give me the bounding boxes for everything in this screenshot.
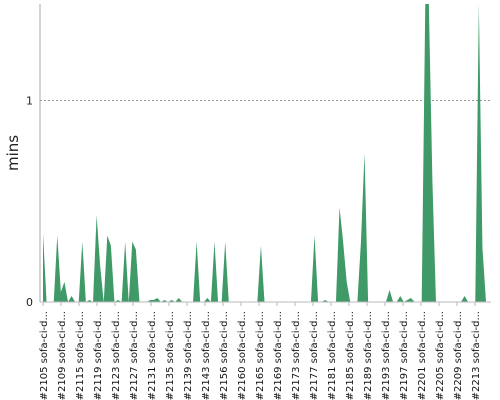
- x-tick-label-16: #2181 sofa-ci-d...: [327, 311, 338, 400]
- x-tick-label-9: #2143 sofa-ci-d...: [201, 311, 212, 400]
- x-tick-label-20: #2197 sofa-ci-d...: [399, 311, 410, 400]
- y-tick-labels: 01: [26, 95, 33, 309]
- series-area: [43, 4, 486, 302]
- x-tick-label-18: #2189 sofa-ci-d...: [363, 311, 374, 400]
- x-tick-label-5: #2127 sofa-ci-d...: [129, 311, 140, 400]
- x-tick-labels: #2105 sofa-ci-d... #2109 sofa-ci-d... #211…: [39, 302, 482, 400]
- x-tick-label-19: #2193 sofa-ci-d...: [381, 311, 392, 400]
- x-tick-label-2: #2115 sofa-ci-d...: [75, 311, 86, 400]
- x-tick-label-10: #2156 sofa-ci-d...: [219, 311, 230, 400]
- x-tick-label-0: #2105 sofa-ci-d...: [39, 311, 50, 400]
- x-tick-label-21: #2201 sofa-ci-d...: [417, 311, 428, 400]
- x-tick-label-6: #2131 sofa-ci-d...: [147, 311, 158, 400]
- x-tick-label-14: #2173 sofa-ci-d...: [291, 311, 302, 400]
- x-tick-label-8: #2139 sofa-ci-d...: [183, 311, 194, 400]
- x-tick-label-3: #2119 sofa-ci-d...: [93, 311, 104, 400]
- x-tick-label-23: #2209 sofa-ci-d...: [453, 311, 464, 400]
- x-tick-label-24: #2213 sofa-ci-d...: [471, 311, 482, 400]
- y-axis-label: mins: [4, 135, 22, 171]
- x-tick-label-1: #2109 sofa-ci-d...: [57, 311, 68, 400]
- x-tick-label-22: #2205 sofa-ci-d...: [435, 311, 446, 400]
- x-tick-label-15: #2177 sofa-ci-d...: [309, 311, 320, 400]
- x-tick-label-11: #2160 sofa-ci-d...: [237, 311, 248, 400]
- y-tick-label-1: 1: [26, 95, 33, 108]
- x-tick-label-7: #2135 sofa-ci-d...: [165, 311, 176, 400]
- x-tick-label-13: #2169 sofa-ci-d...: [273, 311, 284, 400]
- x-tick-label-17: #2185 sofa-ci-d...: [345, 311, 356, 400]
- x-tick-label-12: #2165 sofa-ci-d...: [255, 311, 266, 400]
- area-layer: [43, 4, 486, 302]
- x-tick-label-4: #2123 sofa-ci-d...: [111, 311, 122, 400]
- y-tick-label-0: 0: [26, 296, 33, 309]
